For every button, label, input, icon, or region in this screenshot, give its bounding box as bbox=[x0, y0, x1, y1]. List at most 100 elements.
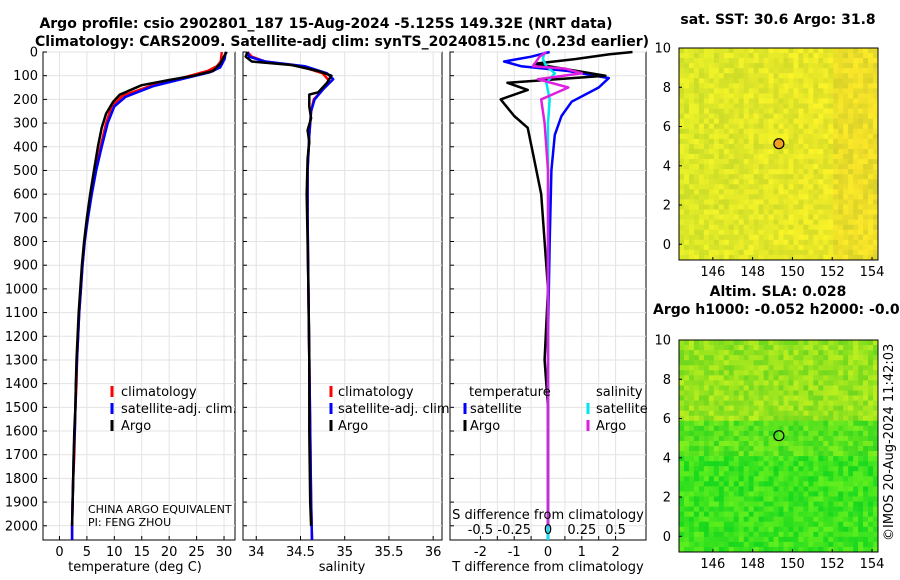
map-cell bbox=[748, 521, 754, 528]
map-cell bbox=[843, 68, 849, 74]
map-cell bbox=[723, 486, 730, 492]
map-cell bbox=[778, 425, 784, 432]
map-cell bbox=[688, 98, 695, 104]
x-tick-label: 36 bbox=[425, 545, 442, 560]
map-cell bbox=[788, 133, 794, 140]
map-cell bbox=[713, 466, 720, 472]
map-cell bbox=[843, 425, 849, 432]
map-cell bbox=[758, 425, 764, 432]
map-cell bbox=[728, 78, 735, 84]
annotation-program: CHINA ARGO EQUIVALENT bbox=[88, 503, 232, 516]
map-cell bbox=[773, 133, 779, 140]
map-cell bbox=[768, 123, 774, 130]
map-cell bbox=[778, 415, 784, 422]
map-cell bbox=[768, 456, 774, 462]
map-cell bbox=[733, 425, 739, 432]
map-cell bbox=[768, 103, 774, 109]
map-cell bbox=[863, 430, 869, 437]
map-cell bbox=[783, 159, 789, 165]
map-cell bbox=[843, 360, 849, 366]
map-cell bbox=[818, 58, 824, 64]
map-cell bbox=[793, 78, 799, 84]
map-cell bbox=[828, 159, 834, 165]
map-cell bbox=[828, 58, 834, 64]
map-cell bbox=[843, 496, 849, 502]
map-cell bbox=[758, 456, 764, 462]
map-cell bbox=[703, 169, 710, 175]
map-cell bbox=[873, 511, 879, 517]
map-cell bbox=[718, 380, 725, 386]
map-cell bbox=[828, 239, 834, 246]
map-cell bbox=[708, 164, 715, 170]
map-cell bbox=[868, 481, 874, 487]
map-cell bbox=[703, 380, 710, 386]
map-cell bbox=[843, 194, 849, 200]
map-cell bbox=[718, 526, 725, 533]
map-cell bbox=[793, 159, 799, 165]
map-cell bbox=[723, 395, 730, 401]
map-cell bbox=[803, 154, 809, 160]
map-cell bbox=[838, 440, 844, 447]
map-cell bbox=[873, 451, 879, 457]
map-cell bbox=[823, 365, 829, 371]
map-cell bbox=[703, 58, 710, 64]
map-cell bbox=[853, 108, 859, 114]
map-cell bbox=[698, 159, 705, 165]
map-cell bbox=[738, 239, 744, 246]
map-cell bbox=[868, 375, 874, 381]
map-cell bbox=[788, 486, 794, 492]
map-cell bbox=[843, 456, 849, 462]
map-cell bbox=[758, 244, 764, 251]
map-cell bbox=[818, 148, 824, 155]
map-cell bbox=[708, 68, 715, 74]
map-cell bbox=[763, 456, 769, 462]
map-cell bbox=[793, 506, 799, 512]
map-cell bbox=[773, 370, 779, 376]
map-cell bbox=[713, 234, 720, 241]
map-cell bbox=[798, 461, 804, 467]
map-cell bbox=[679, 370, 685, 376]
map-cell bbox=[693, 249, 700, 256]
map-cell bbox=[858, 133, 864, 140]
map-cell bbox=[693, 546, 700, 553]
map-cell bbox=[868, 159, 874, 165]
map-cell bbox=[728, 98, 735, 104]
map-cell bbox=[743, 169, 749, 175]
map-cell bbox=[778, 103, 784, 109]
map-cell bbox=[768, 83, 774, 89]
map-cell bbox=[858, 355, 864, 361]
map-cell bbox=[808, 471, 814, 477]
map-cell bbox=[723, 53, 730, 59]
map-cell bbox=[773, 380, 779, 386]
map-cell bbox=[868, 456, 874, 462]
map-cell bbox=[768, 521, 774, 528]
map-cell bbox=[768, 536, 774, 543]
map-cell bbox=[828, 128, 834, 135]
map-cell bbox=[868, 249, 874, 256]
map-cell bbox=[828, 526, 834, 533]
map-cell bbox=[868, 234, 874, 241]
map-cell bbox=[743, 425, 749, 432]
map-cell bbox=[718, 395, 725, 401]
map-cell bbox=[748, 496, 754, 502]
map-cell bbox=[798, 113, 804, 119]
map-cell bbox=[793, 254, 799, 261]
map-cell bbox=[778, 189, 784, 195]
map-cell bbox=[833, 254, 839, 261]
map-cell bbox=[828, 410, 834, 417]
map-cell bbox=[848, 88, 854, 94]
map-cell bbox=[788, 239, 794, 246]
map-cell bbox=[868, 390, 874, 396]
map-cell bbox=[828, 234, 834, 241]
map-cell bbox=[738, 123, 744, 130]
map-cell bbox=[693, 189, 700, 195]
y-tick-label: 300 bbox=[13, 117, 38, 132]
map-cell bbox=[838, 249, 844, 256]
map-cell bbox=[848, 410, 854, 417]
map-cell bbox=[783, 400, 789, 406]
map-cell bbox=[778, 68, 784, 74]
map-cell bbox=[718, 58, 725, 64]
map-cell bbox=[818, 446, 824, 452]
map-cell bbox=[738, 224, 744, 231]
map-cell bbox=[713, 179, 720, 185]
